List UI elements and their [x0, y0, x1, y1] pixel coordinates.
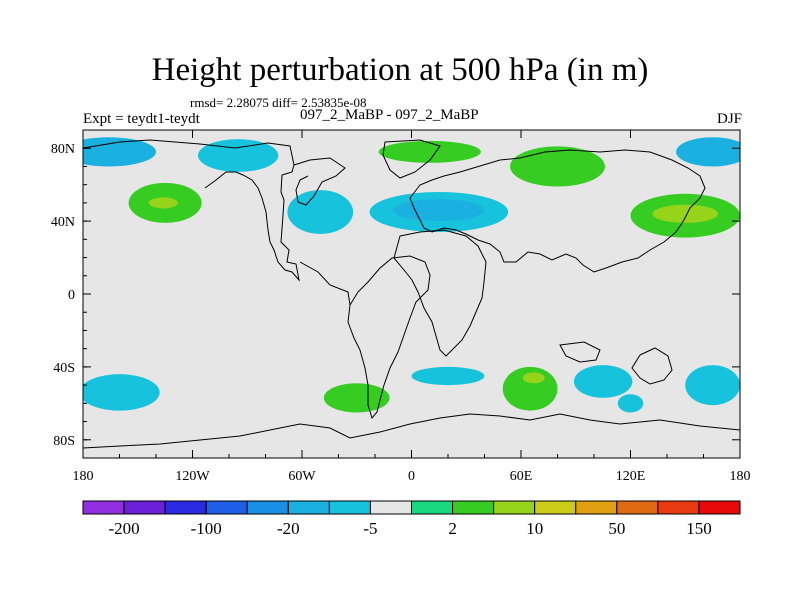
colorbar: -200 -100 -20 -5 2 10 50 150 [82, 500, 741, 538]
colorbar-swatch-8 [411, 500, 454, 515]
coastline-australia [631, 347, 673, 385]
region-Canada-low [83, 137, 156, 167]
x-tick-label: 60E [510, 469, 533, 484]
region-SPac-low [83, 374, 160, 411]
y-tick-label: 80N [51, 142, 75, 157]
y-tick-label: 40N [51, 215, 75, 230]
region-SWPac-low [685, 365, 740, 406]
chart-title: Height perturbation at 500 hPa (in m) [151, 52, 649, 88]
region-SIO-low [573, 365, 633, 398]
colorbar-label: -200 [108, 519, 139, 538]
coastline-maritime [559, 341, 601, 363]
coastline-central-america [299, 261, 351, 306]
colorbar-swatch-15 [698, 500, 741, 515]
season-label: DJF [716, 111, 742, 127]
colorbar-swatch-14 [657, 500, 700, 515]
y-tick-label: 0 [68, 288, 75, 303]
colorbar-label: -20 [277, 519, 300, 538]
coastline-antarctica [83, 413, 740, 449]
coastline-north-america [83, 139, 346, 282]
colorbar-swatch-2 [164, 500, 207, 515]
axes-layer: 180 120W 60W 0 60E 120E 180 80N 40N 0 40S 80S [51, 129, 751, 484]
region-Aus-low [617, 394, 644, 413]
region-SouthOcean-low [411, 366, 485, 386]
region-Siberia-high [510, 146, 605, 187]
colorbar-label: 50 [608, 519, 625, 538]
region-Arctic-high [378, 140, 481, 163]
colorbar-swatch-3 [205, 500, 248, 515]
colorbar-swatch-1 [123, 500, 166, 515]
coastline-africa [393, 229, 487, 357]
region-NWPac-high-core [652, 204, 719, 223]
colorbar-label: 150 [686, 519, 712, 538]
x-tick-label: 180 [730, 469, 751, 484]
case-label: 097_2_MaBP - 097_2_MaBP [300, 107, 479, 123]
region-Canada-low2 [197, 139, 279, 172]
map-background [83, 130, 740, 458]
y-tick-label: 80S [53, 434, 75, 449]
x-tick-label: 60W [288, 469, 316, 484]
colorbar-swatch-0 [82, 500, 125, 515]
x-tick-label: 120W [175, 469, 210, 484]
colorbar-label: 10 [526, 519, 543, 538]
coastline-eurasia [409, 149, 706, 273]
x-tick-label: 120E [616, 469, 646, 484]
colorbar-swatch-9 [452, 500, 495, 515]
colorbar-swatch-11 [534, 500, 577, 515]
colorbar-label: -100 [191, 519, 222, 538]
x-tick-label: 0 [408, 469, 415, 484]
colorbar-label: -5 [363, 519, 377, 538]
region-NAtl-low [287, 190, 354, 234]
colorbar-label: 2 [448, 519, 457, 538]
x-tick-label: 180 [73, 469, 94, 484]
colorbar-swatch-6 [328, 500, 371, 515]
colorbar-swatch-10 [493, 500, 536, 515]
coastline-south-america [347, 255, 431, 420]
experiment-label: Expt = teydt1-teydt [83, 111, 200, 127]
coastline-layer [83, 139, 740, 449]
region-NPac-high-core [148, 197, 178, 209]
y-tick-label: 40S [53, 361, 75, 376]
coastline-greenland [382, 139, 441, 179]
region-Eurasia-low-core [393, 199, 485, 222]
colorbar-swatch-13 [616, 500, 659, 515]
region-NE-Asia-low [676, 137, 740, 167]
colorbar-swatch-5 [287, 500, 330, 515]
colorbar-swatch-4 [246, 500, 289, 515]
colorbar-swatch-7 [369, 500, 412, 515]
colorbar-swatch-12 [575, 500, 618, 515]
region-SIO-high-core [522, 372, 545, 384]
region-SAtl-high [323, 383, 390, 413]
rmsd-diff-stats: rmsd= 2.28075 diff= 2.53835e-08 [190, 95, 367, 110]
